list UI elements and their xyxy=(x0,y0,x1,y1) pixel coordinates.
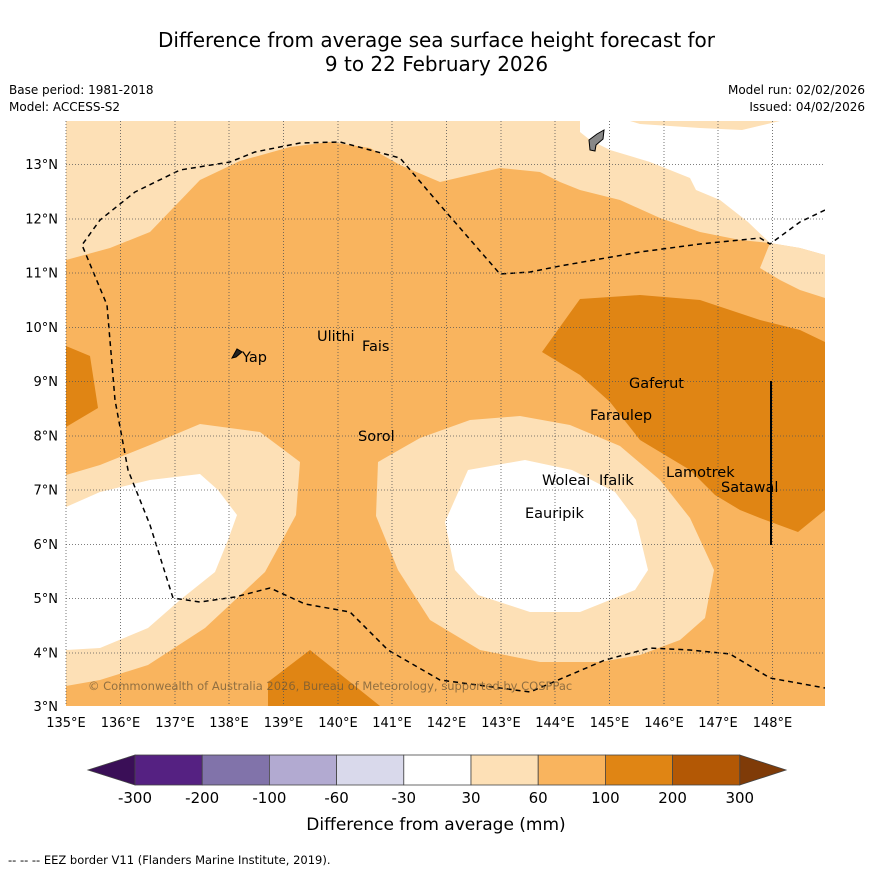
y-tick: 8°N xyxy=(34,430,59,445)
colorbar-tick-label: 200 xyxy=(658,789,687,807)
place-sorol: Sorol xyxy=(358,429,395,445)
x-tick: 145°E xyxy=(590,716,630,731)
y-tick: 7°N xyxy=(34,484,59,499)
colorbar-tick-label: 30 xyxy=(461,789,480,807)
x-tick: 138°E xyxy=(209,716,249,731)
colorbar-tick-label: -200 xyxy=(185,789,219,807)
colorbar-tick-label: -300 xyxy=(118,789,152,807)
x-tick: 141°E xyxy=(372,716,412,731)
colorbar-segment xyxy=(336,754,405,786)
issued-date: Issued: 04/02/2026 xyxy=(749,100,865,114)
colorbar-segment xyxy=(537,754,606,786)
place-gaferut: Gaferut xyxy=(629,376,684,392)
x-tick: 148°E xyxy=(753,716,793,731)
colorbar: -300 -200 -100 -60 -30 30 60 100 200 300 xyxy=(86,754,788,807)
y-tick: 11°N xyxy=(25,267,58,282)
contour-neutral-west xyxy=(66,474,237,650)
colorbar-label: Difference from average (mm) xyxy=(306,815,565,835)
base-period: Base period: 1981-2018 xyxy=(9,83,154,97)
colorbar-tick-label: -60 xyxy=(324,789,349,807)
contour-100-200-south xyxy=(268,650,380,706)
y-tick: 13°N xyxy=(25,158,58,173)
colorbar-arrow-left xyxy=(86,754,136,786)
contour-neutral-center xyxy=(445,460,648,612)
y-tick: 10°N xyxy=(25,321,58,336)
colorbar-segment xyxy=(403,754,472,786)
x-tick: 136°E xyxy=(101,716,141,731)
yap-island-icon xyxy=(231,348,243,359)
y-tick: 6°N xyxy=(34,538,59,553)
place-eauripik: Eauripik xyxy=(525,506,584,522)
colorbar-tick-label: -30 xyxy=(392,789,417,807)
contour-30-60-east xyxy=(760,243,825,298)
y-tick: 4°N xyxy=(34,647,59,662)
x-tick: 144°E xyxy=(535,716,575,731)
y-tick: 3°N xyxy=(34,700,59,715)
model-name: Model: ACCESS-S2 xyxy=(9,100,121,114)
title-line-1: Difference from average sea surface heig… xyxy=(157,28,716,52)
place-yap: Yap xyxy=(241,350,267,366)
colorbar-tick-label: 300 xyxy=(725,789,754,807)
colorbar-tick-label: 60 xyxy=(529,789,548,807)
colorbar-segment xyxy=(268,754,337,786)
place-faraulep: Faraulep xyxy=(590,408,652,424)
colorbar-tick-label: -100 xyxy=(252,789,286,807)
x-tick: 139°E xyxy=(264,716,304,731)
model-run: Model run: 02/02/2026 xyxy=(727,83,865,97)
y-tick: 9°N xyxy=(34,375,59,390)
contour-100-200-east xyxy=(542,295,825,532)
place-satawal: Satawal xyxy=(721,480,778,496)
place-woleai: Woleai xyxy=(542,473,590,489)
colorbar-segment xyxy=(605,754,674,786)
x-tick: 143°E xyxy=(481,716,521,731)
colorbar-segment xyxy=(470,754,539,786)
title-line-2: 9 to 22 February 2026 xyxy=(324,52,549,76)
x-tick: 147°E xyxy=(698,716,738,731)
place-ifalik: Ifalik xyxy=(599,473,634,489)
x-tick: 137°E xyxy=(155,716,195,731)
colorbar-segment xyxy=(672,754,741,786)
place-ulithi: Ulithi xyxy=(317,329,355,345)
guam-island-icon xyxy=(588,129,605,152)
x-tick: 142°E xyxy=(427,716,467,731)
colorbar-segment xyxy=(134,754,203,786)
colorbar-segment xyxy=(201,754,270,786)
y-tick: 5°N xyxy=(34,592,59,607)
colorbar-tick-label: 100 xyxy=(591,789,620,807)
contour-fill xyxy=(66,121,825,706)
x-tick: 135°E xyxy=(46,716,86,731)
footer-note: -- -- -- EEZ border V11 (Flanders Marine… xyxy=(8,853,331,867)
place-lamotrek: Lamotrek xyxy=(666,465,735,481)
contour-30-60-top xyxy=(630,121,780,130)
x-tick: 146°E xyxy=(644,716,684,731)
contour-neutral-northeast xyxy=(580,121,825,255)
x-tick: 140°E xyxy=(318,716,358,731)
y-tick: 12°N xyxy=(25,213,58,228)
place-fais: Fais xyxy=(362,339,389,355)
copyright-text: © Commonwealth of Australia 2026, Bureau… xyxy=(88,679,572,693)
gridlines xyxy=(65,121,825,706)
eez-border xyxy=(81,141,825,693)
contour-100-200-west xyxy=(66,346,98,427)
colorbar-arrow-right xyxy=(739,754,788,786)
